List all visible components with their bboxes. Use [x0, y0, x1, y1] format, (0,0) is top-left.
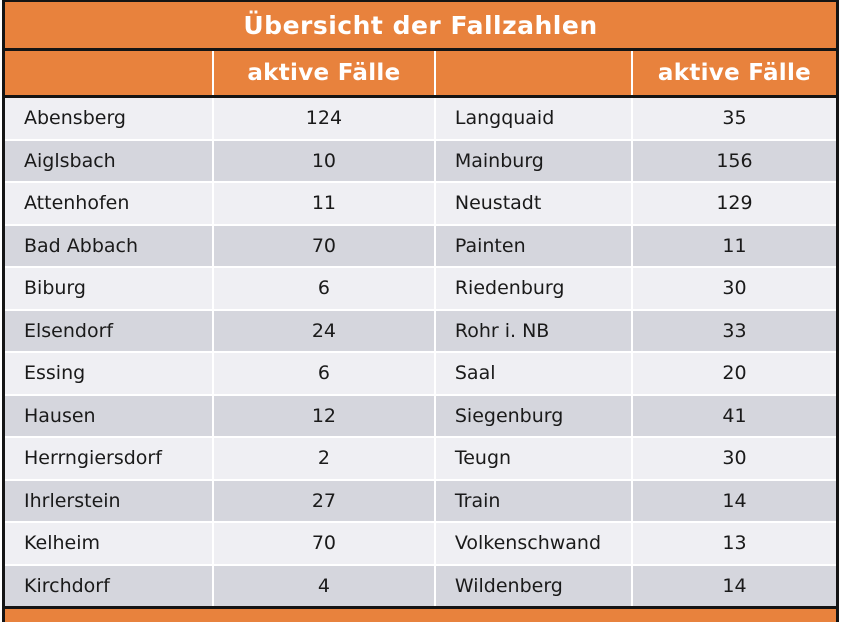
municipality-cell: Riedenburg [435, 268, 631, 309]
municipality-cell: Herrngiersdorf [5, 438, 212, 479]
municipality-cell: Abensberg [5, 98, 212, 139]
municipality-cell: Saal [435, 353, 631, 394]
municipality-cell: Essing [5, 353, 212, 394]
active-cases-cell: 6 [213, 353, 434, 394]
municipality-cell: Kelheim [5, 523, 212, 564]
active-cases-cell: 124 [213, 98, 434, 139]
active-cases-cell: 11 [632, 225, 836, 266]
active-cases-cell: 10 [213, 140, 434, 181]
active-cases-cell: 27 [213, 480, 434, 521]
divider-below-body [5, 606, 836, 609]
municipality-cell: Bad Abbach [5, 225, 212, 266]
municipality-cell: Biburg [5, 268, 212, 309]
active-cases-cell: 11 [213, 183, 434, 224]
active-cases-cell: 70 [213, 523, 434, 564]
header-cell-active-cases-right: aktive Fälle [632, 51, 836, 95]
table-header-row: aktive Fälle aktive Fälle [5, 51, 836, 95]
divider-below-title [5, 48, 836, 51]
active-cases-cell: 30 [632, 268, 836, 309]
municipality-cell: Hausen [5, 395, 212, 436]
municipality-cell: Train [435, 480, 631, 521]
municipality-cell: Langquaid [435, 98, 631, 139]
municipality-cell: Wildenberg [435, 565, 631, 606]
municipality-cell: Ihrlerstein [5, 480, 212, 521]
municipality-cell: Teugn [435, 438, 631, 479]
header-cell-active-cases-left: aktive Fälle [213, 51, 434, 95]
active-cases-cell: 35 [632, 98, 836, 139]
active-cases-cell: 20 [632, 353, 836, 394]
table-title: Übersicht der Fallzahlen [243, 10, 598, 40]
active-cases-cell: 30 [632, 438, 836, 479]
municipality-cell: Siegenburg [435, 395, 631, 436]
active-cases-cell: 14 [632, 480, 836, 521]
active-cases-cell: 24 [213, 310, 434, 351]
header-cell-municipality-right [435, 51, 631, 95]
municipality-cell: Aiglsbach [5, 140, 212, 181]
municipality-cell: Rohr i. NB [435, 310, 631, 351]
active-cases-cell: 156 [632, 140, 836, 181]
active-cases-cell: 70 [213, 225, 434, 266]
municipality-cell: Neustadt [435, 183, 631, 224]
active-cases-cell: 2 [213, 438, 434, 479]
active-cases-cell: 6 [213, 268, 434, 309]
active-cases-cell: 13 [632, 523, 836, 564]
municipality-cell: Elsendorf [5, 310, 212, 351]
active-cases-cell: 33 [632, 310, 836, 351]
active-cases-cell: 129 [632, 183, 836, 224]
municipality-cell: Kirchdorf [5, 565, 212, 606]
table-title-bar: Übersicht der Fallzahlen [5, 2, 836, 48]
municipality-cell: Attenhofen [5, 183, 212, 224]
active-cases-cell: 14 [632, 565, 836, 606]
municipality-cell: Painten [435, 225, 631, 266]
table-body: Abensberg 124 Langquaid 35 Aiglsbach 10 Mainbu… [5, 98, 836, 606]
active-cases-cell: 12 [213, 395, 434, 436]
footer-bar-cropped [5, 609, 836, 622]
municipality-cell: Volkenschwand [435, 523, 631, 564]
header-cell-municipality-left [5, 51, 212, 95]
municipality-cell: Mainburg [435, 140, 631, 181]
divider-below-header [5, 95, 836, 98]
active-cases-cell: 41 [632, 395, 836, 436]
active-cases-cell: 4 [213, 565, 434, 606]
